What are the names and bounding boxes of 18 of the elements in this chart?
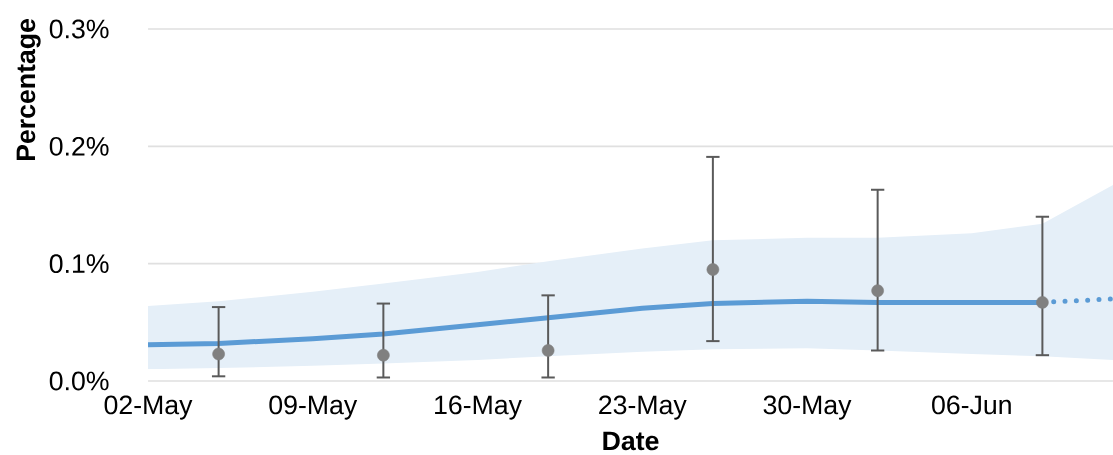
x-tick-label: 30-May <box>763 395 852 420</box>
y-tick-label: 0.0% <box>49 371 109 391</box>
x-tick-label: 09-May <box>269 395 358 420</box>
x-tick-label: 16-May <box>435 395 522 420</box>
point <box>377 348 390 362</box>
point <box>212 347 225 361</box>
point <box>871 284 884 297</box>
point <box>1036 296 1049 309</box>
x-axis-title: Date <box>603 431 659 451</box>
x-tick-label: 06-Jun <box>932 395 1011 415</box>
y-tick-label: 0.1% <box>49 254 109 274</box>
x-tick-label: 23-May <box>599 395 687 420</box>
y-tick-label: 0.3% <box>49 19 109 39</box>
point <box>541 344 555 357</box>
y-tick-label: 0.2% <box>49 136 109 156</box>
point <box>706 263 720 276</box>
y-axis-title: Percentage <box>16 19 41 161</box>
x-tick-label: 02-May <box>104 395 193 420</box>
